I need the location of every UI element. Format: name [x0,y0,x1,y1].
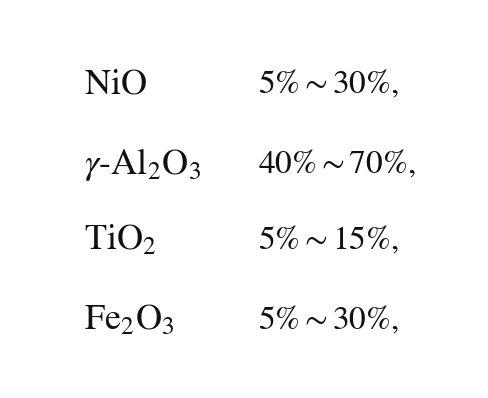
Text: $5\%{\sim}30\%,$: $5\%{\sim}30\%,$ [258,304,399,337]
Text: $\mathrm{NiO}$: $\mathrm{NiO}$ [84,68,147,101]
Text: $5\%{\sim}15\%,$: $5\%{\sim}15\%,$ [258,225,399,257]
Text: $\gamma\text{-}\mathrm{Al_2O_3}$: $\gamma\text{-}\mathrm{Al_2O_3}$ [84,146,201,183]
Text: $\mathrm{Fe_2O_3}$: $\mathrm{Fe_2O_3}$ [84,304,174,337]
Text: $5\%{\sim}30\%,$: $5\%{\sim}30\%,$ [258,68,399,101]
Text: $\mathrm{TiO_2}$: $\mathrm{TiO_2}$ [84,224,156,258]
Text: $40\%{\sim}70\%,$: $40\%{\sim}70\%,$ [258,148,415,180]
